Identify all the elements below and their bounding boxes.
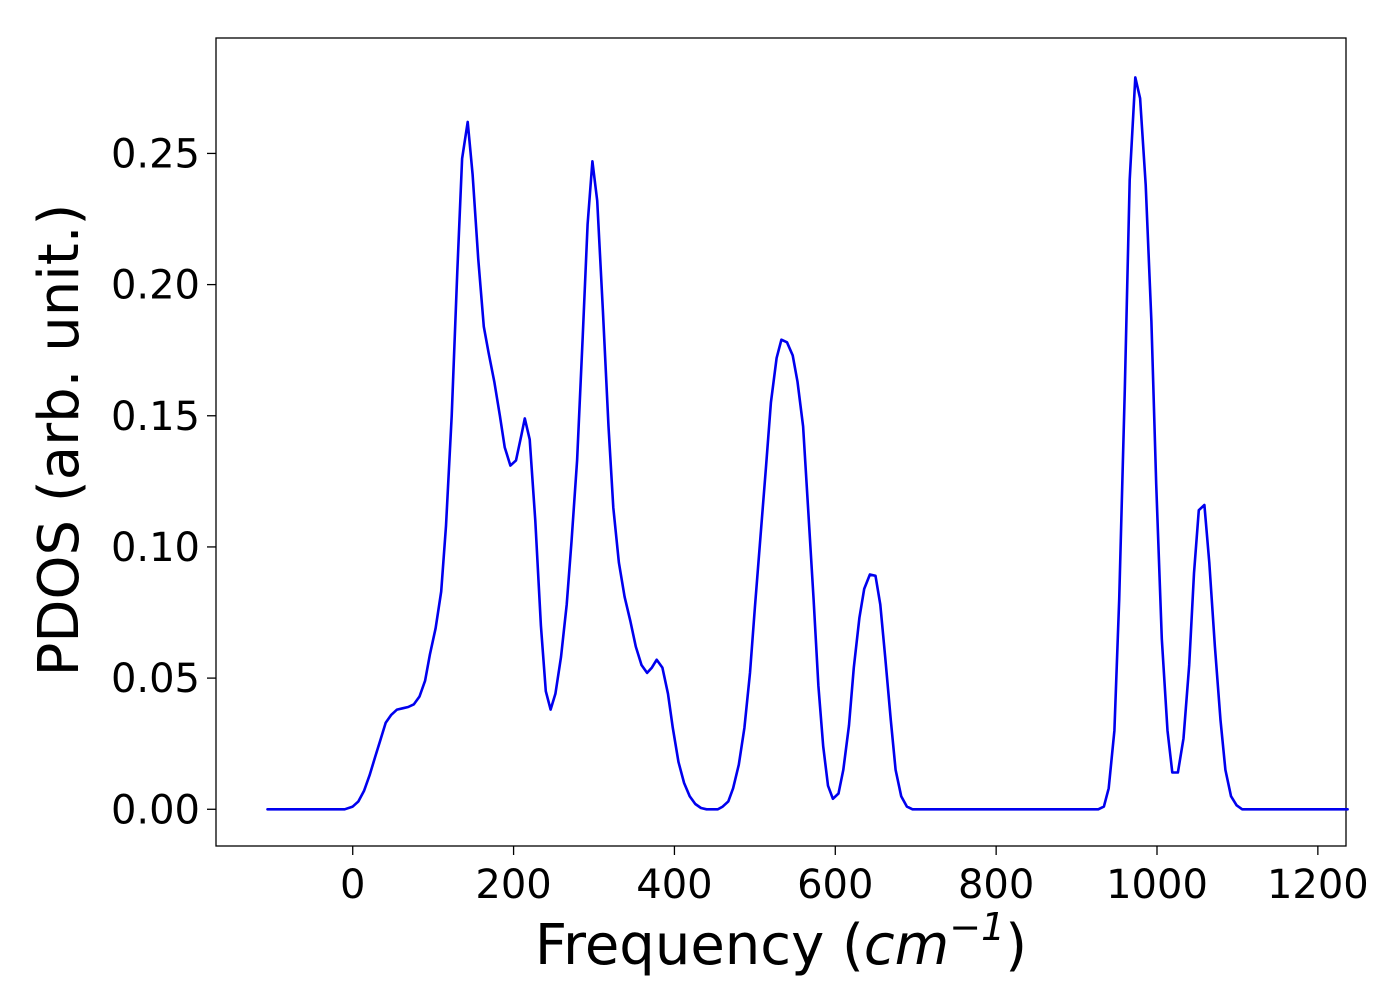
x-tick-label: 800 [958, 862, 1034, 908]
x-axis-title-exponent: −1 [949, 905, 1005, 949]
x-tick-label: 1200 [1267, 862, 1369, 908]
x-tick-label: 600 [797, 862, 873, 908]
x-axis-title-prefix: Frequency ( [535, 913, 864, 978]
pdos-series-line [266, 76, 1349, 811]
series-layer [266, 76, 1349, 811]
y-axis-ticks: 0.00 0.05 0.10 0.15 0.20 0.25 [111, 131, 216, 833]
plot-area [215, 37, 1347, 847]
y-tick-label: 0.00 [111, 787, 200, 833]
y-tick-label: 0.05 [111, 656, 200, 702]
x-tick-label: 200 [475, 862, 551, 908]
y-tick-label: 0.10 [111, 525, 200, 571]
y-tick-label: 0.15 [111, 394, 200, 440]
y-axis-title: PDOS (arb. unit.) [27, 204, 92, 677]
x-axis-ticks: 0 200 400 600 800 1000 1200 [340, 846, 1369, 908]
x-axis-title: Frequency (cm−1) [535, 905, 1027, 978]
y-tick-label: 0.25 [111, 131, 200, 177]
y-tick-label: 0.20 [111, 263, 200, 309]
x-tick-label: 1000 [1106, 862, 1208, 908]
x-axis-title-suffix: ) [1005, 913, 1027, 978]
x-tick-label: 0 [340, 862, 365, 908]
x-tick-label: 400 [636, 862, 712, 908]
x-axis-title-unit: cm [864, 913, 949, 978]
